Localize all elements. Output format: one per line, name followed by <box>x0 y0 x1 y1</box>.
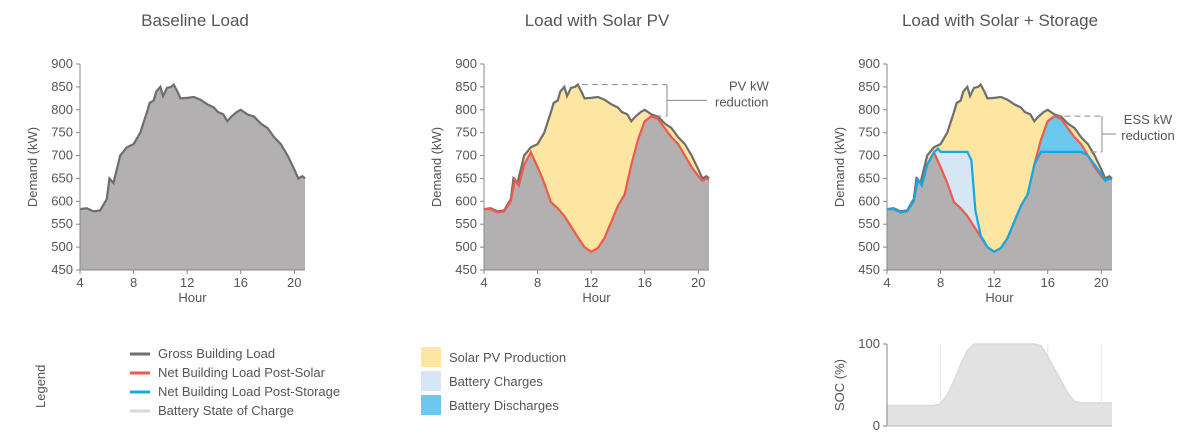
legend-swatch-battery-discharges <box>421 395 441 415</box>
y-tick-label: 750 <box>858 125 880 140</box>
net-load-area <box>887 116 1112 270</box>
x-tick-label: 4 <box>480 275 487 290</box>
y-tick-label: 0 <box>873 418 880 433</box>
y-tick-label: 750 <box>51 125 73 140</box>
x-axis-label: Hour <box>178 290 207 305</box>
y-tick-label: 800 <box>51 102 73 117</box>
y-tick-label: 450 <box>858 262 880 277</box>
axes-panel-1: 450 500 550 600 650 700 750 800 850 900 4 8 12 16 20 Ho… <box>429 56 709 305</box>
gross-load-line <box>79 82 306 213</box>
legend-swatch-battery-charges <box>421 371 441 391</box>
battery-discharge-area <box>887 116 1112 252</box>
x-tick-label: 20 <box>691 275 705 290</box>
y-axis-label: Demand (kW) <box>832 127 847 207</box>
x-tick-label: 4 <box>883 275 890 290</box>
solar-production-area <box>484 84 709 252</box>
legend-label-post-solar: Net Building Load Post-Solar <box>158 365 326 380</box>
ess-reduction-label-2: reduction <box>1121 128 1174 143</box>
y-tick-label: 650 <box>51 170 73 185</box>
y-tick-label: 700 <box>455 148 477 163</box>
chart-title-solar: Load with Solar PV <box>525 11 670 30</box>
post-solar-line <box>484 114 710 253</box>
x-tick-label: 8 <box>534 275 541 290</box>
y-tick-label: 450 <box>51 262 73 277</box>
y-axis-label: Demand (kW) <box>25 127 40 207</box>
x-tick-label: 20 <box>1094 275 1108 290</box>
x-tick-label: 12 <box>180 275 194 290</box>
legend-swatch-solar <box>421 347 441 367</box>
y-tick-label: 450 <box>455 262 477 277</box>
y-tick-label: 650 <box>858 170 880 185</box>
y-tick-label: 550 <box>455 216 477 231</box>
y-tick-label: 900 <box>455 56 477 71</box>
axes-panel-2: 450 500 550 600 650 700 750 800 850 900 4 8 12 16 20 Ho… <box>832 56 1112 305</box>
solar-production-area <box>887 84 1112 252</box>
net-load-area <box>484 116 709 270</box>
legend-lines: Gross Building Load Net Building Load Po… <box>130 346 340 418</box>
x-tick-label: 16 <box>637 275 651 290</box>
y-tick-label: 600 <box>858 193 880 208</box>
x-tick-label: 12 <box>987 275 1001 290</box>
legend-label-post-storage: Net Building Load Post-Storage <box>158 384 340 399</box>
axes-panel-soc: 0 100 SOC (%) <box>832 336 1112 433</box>
y-tick-label: 600 <box>455 193 477 208</box>
x-tick-label: 16 <box>233 275 247 290</box>
y-tick-label: 100 <box>858 336 880 351</box>
x-tick-label: 4 <box>76 275 83 290</box>
gross-load-line <box>483 82 710 213</box>
y-tick-label: 850 <box>858 79 880 94</box>
axes-panel-0: 450 500 550 600 650 700 750 800 850 900 4 8 12 16 20 Ho… <box>25 56 305 305</box>
legend-label-gross: Gross Building Load <box>158 346 275 361</box>
y-tick-label: 900 <box>858 56 880 71</box>
y-tick-label: 650 <box>455 170 477 185</box>
chart-title-baseline: Baseline Load <box>141 11 249 30</box>
legend-label-soc: Battery State of Charge <box>158 403 294 418</box>
legend-label-battery-charges: Battery Charges <box>449 374 543 389</box>
y-tick-label: 500 <box>858 239 880 254</box>
y-axis-label: SOC (%) <box>832 359 847 411</box>
legend-label-battery-discharges: Battery Discharges <box>449 398 559 413</box>
soc-line <box>887 343 1112 407</box>
y-tick-label: 850 <box>455 79 477 94</box>
x-tick-label: 12 <box>584 275 598 290</box>
y-tick-label: 600 <box>51 193 73 208</box>
y-tick-label: 800 <box>455 102 477 117</box>
y-tick-label: 700 <box>858 148 880 163</box>
y-tick-label: 500 <box>455 239 477 254</box>
y-tick-label: 850 <box>51 79 73 94</box>
pv-reduction-label-2: reduction <box>715 94 768 109</box>
chart-title-storage: Load with Solar + Storage <box>902 11 1098 30</box>
x-axis-label: Hour <box>985 290 1014 305</box>
y-tick-label: 550 <box>51 216 73 231</box>
x-tick-label: 16 <box>1040 275 1054 290</box>
soc-area <box>887 344 1112 426</box>
gross-load-line <box>886 82 1113 213</box>
legend-label-solar: Solar PV Production <box>449 350 566 365</box>
y-axis-label: Demand (kW) <box>429 127 444 207</box>
x-axis-label: Hour <box>582 290 611 305</box>
y-tick-label: 900 <box>51 56 73 71</box>
y-tick-label: 500 <box>51 239 73 254</box>
gross-load-area <box>80 84 305 270</box>
y-tick-label: 750 <box>455 125 477 140</box>
legend-title: Legend <box>33 365 48 408</box>
pv-reduction-label-1: PV kW <box>729 78 769 93</box>
y-tick-label: 700 <box>51 148 73 163</box>
y-tick-label: 550 <box>858 216 880 231</box>
x-tick-label: 20 <box>287 275 301 290</box>
y-tick-label: 800 <box>858 102 880 117</box>
x-tick-label: 8 <box>937 275 944 290</box>
x-tick-label: 8 <box>130 275 137 290</box>
ess-reduction-label-1: ESS kW <box>1124 112 1173 127</box>
post-storage-line <box>887 147 1113 253</box>
legend-swatches: Solar PV Production Battery Charges Batt… <box>421 347 566 415</box>
